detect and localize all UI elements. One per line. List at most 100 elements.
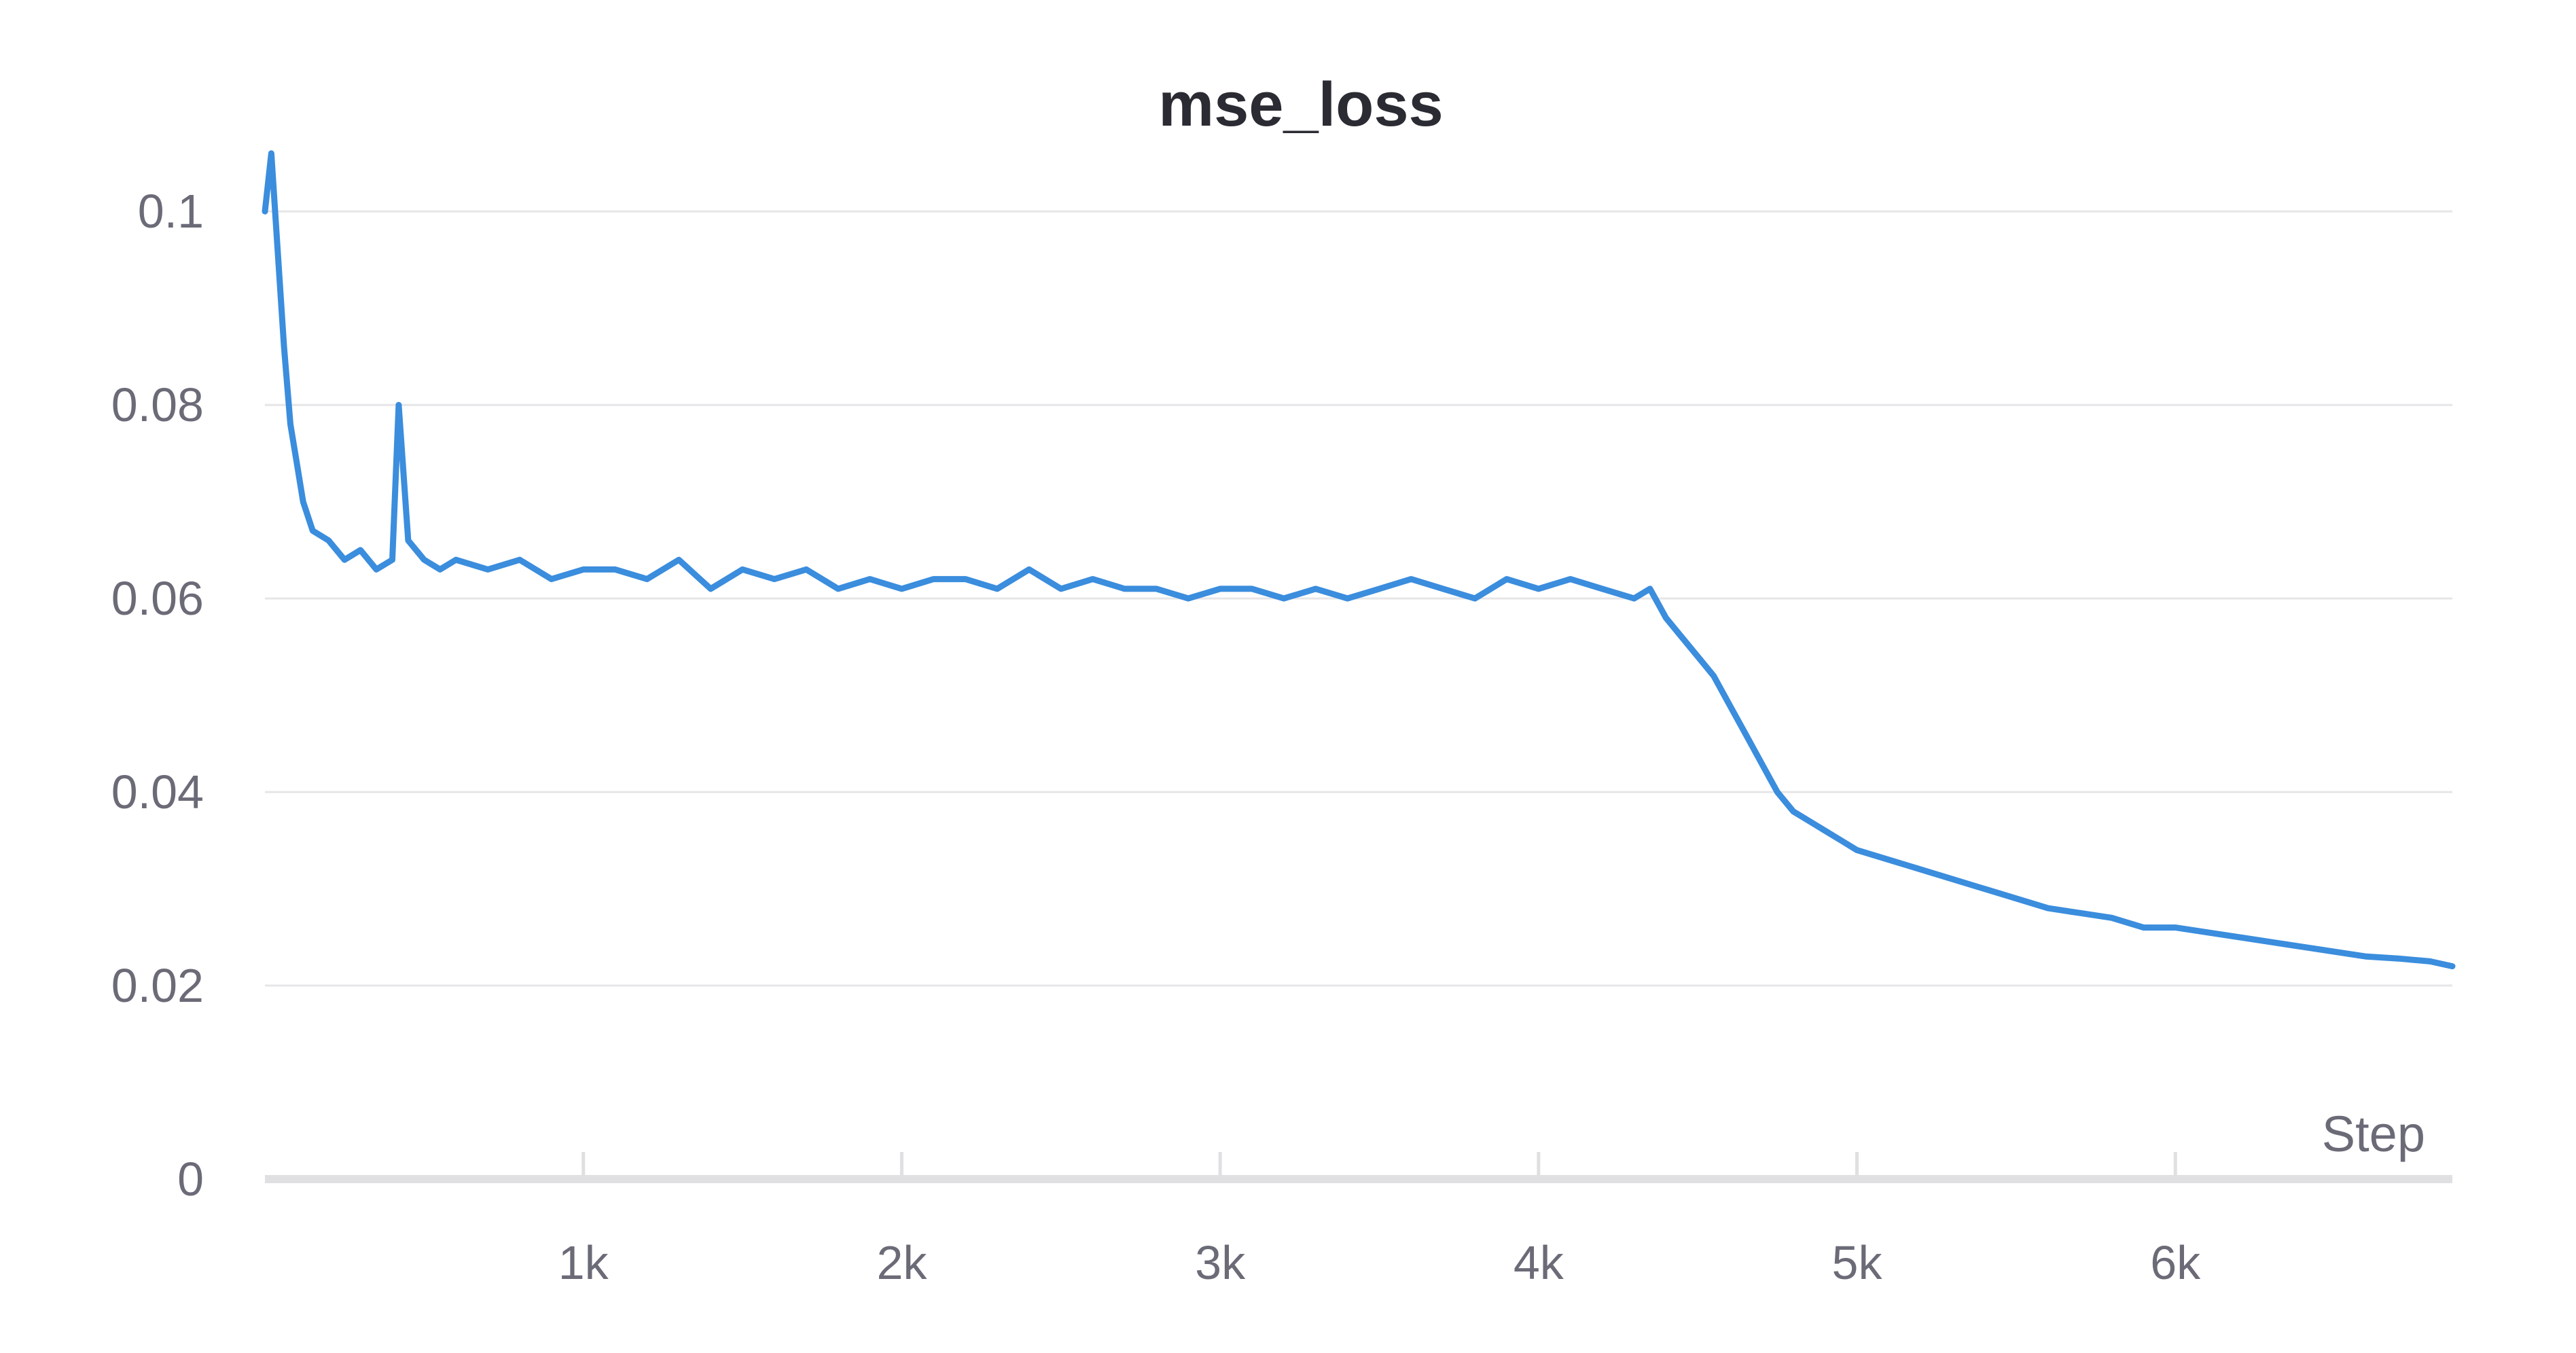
y-tick-label: 0.04 [111, 765, 204, 818]
data-point [454, 558, 459, 562]
x-tick-label: 6k [2150, 1236, 2201, 1289]
y-tick-label: 0.02 [111, 959, 204, 1012]
data-point [301, 499, 306, 504]
data-point [2205, 930, 2210, 935]
data-point [1743, 732, 1748, 736]
y-tick-label: 0 [177, 1153, 204, 1206]
data-point [1218, 586, 1223, 591]
data-point [1647, 586, 1652, 591]
data-point [326, 538, 331, 543]
data-point [437, 567, 442, 572]
data-point [2014, 896, 2018, 901]
data-point [486, 567, 490, 572]
y-tick-label: 0.1 [138, 185, 204, 238]
data-point [1281, 596, 1286, 601]
data-point [288, 422, 293, 427]
data-point [1090, 577, 1095, 581]
data-point [1823, 829, 1827, 833]
data-point [1409, 577, 1414, 581]
x-tick-label: 5k [1832, 1236, 1883, 1289]
data-point [310, 528, 315, 533]
y-axis-tick-labels: 0 0.02 0.04 0.06 0.08 0.1 [111, 185, 204, 1206]
data-point [1696, 654, 1700, 659]
data-point [995, 586, 1000, 591]
data-point [963, 577, 968, 581]
data-point [2173, 925, 2178, 930]
data-point [1313, 586, 1318, 591]
data-point [772, 577, 776, 581]
data-point [1886, 857, 1891, 862]
x-axis [265, 1152, 2452, 1183]
data-point [899, 586, 904, 591]
x-tick-label: 1k [558, 1236, 609, 1289]
x-axis-title: Step [2322, 1106, 2425, 1162]
data-point [342, 558, 347, 562]
data-point [1982, 886, 1987, 891]
data-point [1600, 586, 1605, 591]
data-point [1632, 596, 1636, 601]
data-point [275, 248, 280, 253]
data-point [1345, 596, 1350, 601]
data-point [677, 558, 681, 562]
data-point [1441, 586, 1446, 591]
data-point [867, 577, 872, 581]
data-point [2236, 935, 2241, 939]
data-point [1711, 674, 1716, 679]
data-point [2450, 964, 2454, 969]
data-point [294, 461, 299, 465]
data-point [1839, 838, 1844, 843]
data-point [549, 577, 554, 581]
data-point [517, 558, 522, 562]
data-point [1536, 586, 1541, 591]
data-point [263, 209, 267, 214]
data-point [1950, 877, 1955, 882]
data-point [709, 586, 713, 591]
data-point [1759, 761, 1764, 765]
data-point [269, 151, 274, 156]
data-point [1377, 586, 1382, 591]
data-point [2396, 956, 2401, 961]
data-point [2428, 959, 2433, 964]
data-point [1058, 586, 1063, 591]
data-point [2268, 939, 2273, 944]
x-tick-label: 3k [1195, 1236, 1246, 1289]
data-point [931, 577, 936, 581]
data-point [390, 558, 395, 562]
data-point [1807, 818, 1812, 823]
series-layer [262, 150, 2456, 970]
series-line [262, 150, 2456, 970]
data-point [1473, 596, 1478, 601]
data-point [2141, 925, 2146, 930]
data-point [1855, 848, 1859, 852]
y-tick-label: 0.06 [111, 572, 204, 625]
data-point [2109, 916, 2114, 920]
x-tick-label: 2k [876, 1236, 927, 1289]
data-point [1918, 867, 1923, 872]
data-point [581, 567, 586, 572]
data-point [1791, 809, 1795, 814]
data-point [1154, 586, 1159, 591]
data-point [1775, 790, 1780, 795]
data-point [1026, 567, 1031, 572]
data-point [2364, 954, 2369, 959]
data-point [1568, 577, 1573, 581]
x-tick-label: 4k [1514, 1236, 1564, 1289]
data-point [396, 403, 401, 408]
data-point [740, 567, 745, 572]
data-point [358, 547, 363, 552]
data-point [1122, 586, 1127, 591]
data-point [422, 558, 427, 562]
data-point [1186, 596, 1191, 601]
y-tick-label: 0.08 [111, 378, 204, 431]
gridlines [265, 210, 2452, 987]
data-point [645, 577, 649, 581]
data-point [804, 567, 808, 572]
data-point [282, 344, 287, 349]
data-point [406, 538, 410, 543]
x-axis-tick-labels: 1k 2k 3k 4k 5k 6k [558, 1236, 2201, 1289]
data-point [613, 567, 618, 572]
data-point [2045, 906, 2050, 911]
data-point [2332, 950, 2337, 954]
